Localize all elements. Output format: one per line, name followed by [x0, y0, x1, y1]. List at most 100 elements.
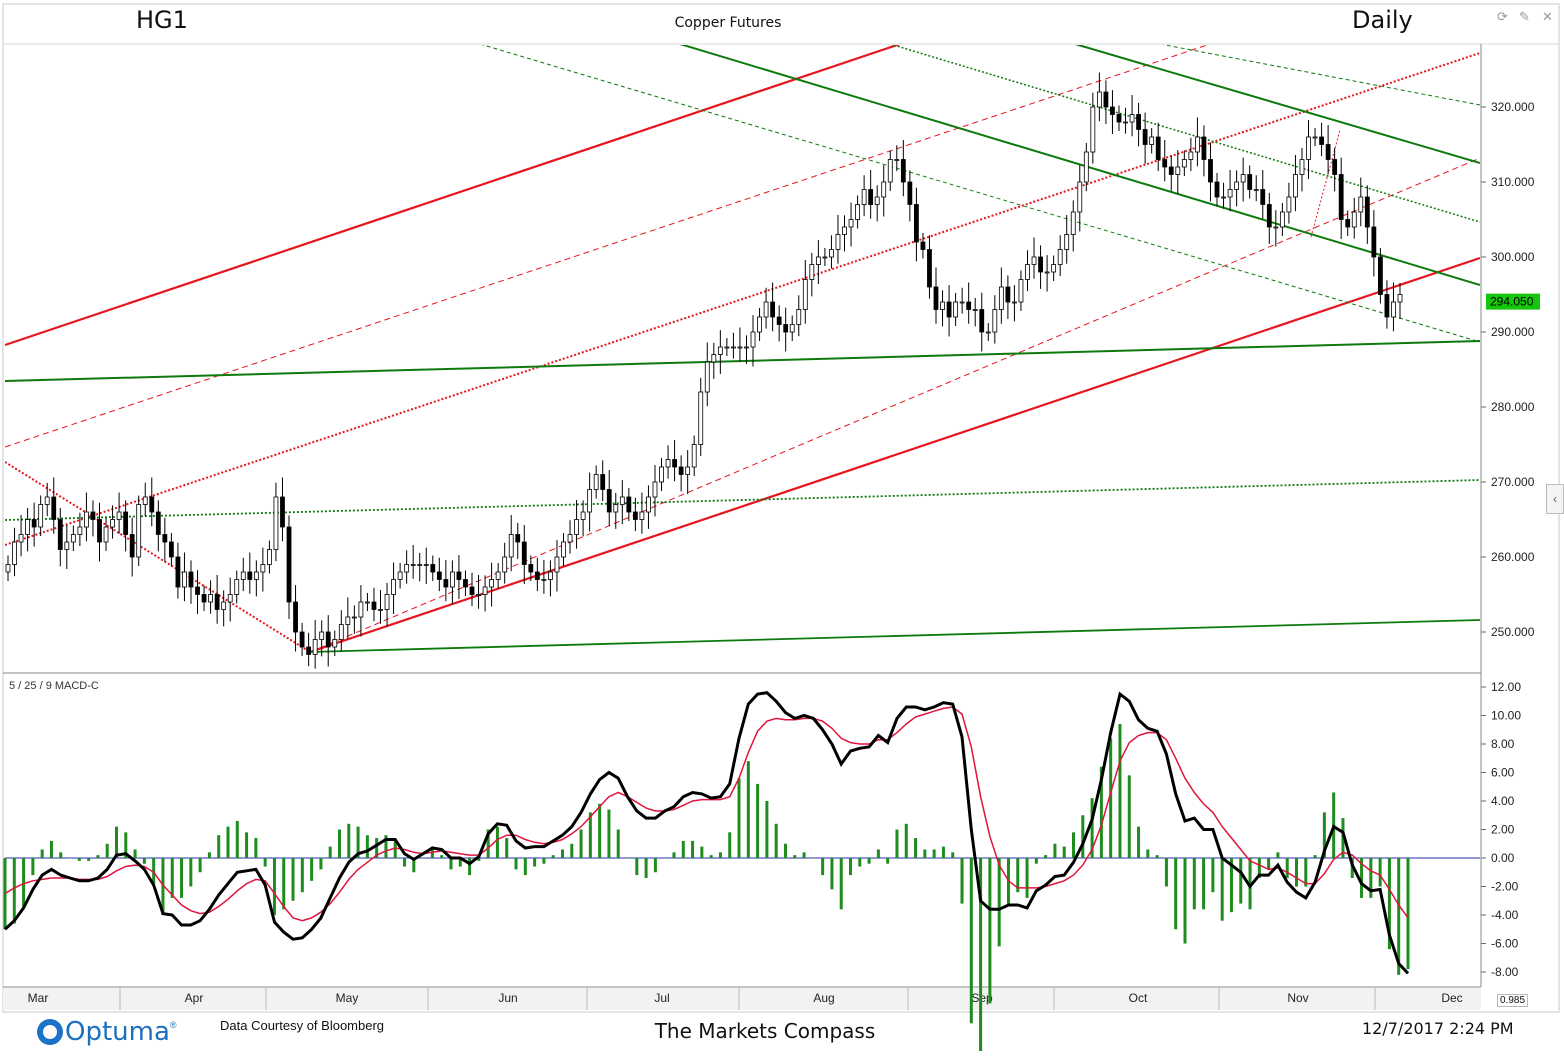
month-label: Sep [971, 991, 993, 1005]
candle [1325, 144, 1331, 160]
candle [123, 511, 129, 535]
candle [495, 571, 501, 580]
candle [998, 286, 1004, 310]
macd-histogram-bar [858, 858, 862, 867]
candle [1351, 211, 1357, 228]
candle [861, 189, 867, 205]
macd-histogram-bar [272, 858, 276, 915]
close-icon[interactable]: ✕ [1542, 9, 1553, 24]
macd-histogram-bar [718, 852, 722, 858]
macd-histogram-bar [923, 849, 927, 858]
macd-histogram-bar [142, 858, 146, 864]
month-label: Jul [654, 991, 669, 1005]
macd-tick-label: -4.00 [1491, 908, 1519, 922]
side-panel-toggle[interactable]: ‹ [1546, 484, 1564, 514]
macd-histogram-bar [449, 858, 453, 870]
candle [1227, 189, 1233, 198]
macd-histogram-bar [235, 820, 239, 858]
candle [881, 181, 887, 198]
macd-histogram-bar [876, 849, 880, 858]
zoom-value[interactable]: 0.985 [1497, 994, 1529, 1007]
macd-histogram-bar [1295, 858, 1299, 887]
macd-histogram-bar [932, 849, 936, 858]
macd-histogram-bar [87, 858, 91, 861]
price-tick-label: 280.000 [1491, 400, 1535, 414]
edit-icon[interactable]: ✎ [1519, 9, 1530, 24]
candle [155, 511, 161, 535]
macd-histogram-bar [1192, 858, 1196, 910]
candle [528, 564, 534, 573]
macd-histogram-bar [1248, 858, 1252, 910]
macd-tick-label: 6.00 [1491, 766, 1515, 780]
macd-histogram-bar [951, 852, 955, 858]
macd-histogram-bar [653, 858, 657, 873]
trendline [5, 45, 901, 347]
candle [1384, 294, 1390, 318]
macd-histogram-bar [105, 843, 109, 858]
macd-histogram-bar [477, 858, 481, 861]
candle [240, 571, 246, 580]
candle [920, 241, 926, 250]
macd-histogram-bar [746, 761, 750, 858]
trendline [309, 256, 1480, 654]
candle [979, 309, 985, 333]
price-tick-label: 270.000 [1491, 475, 1535, 489]
candle [639, 511, 645, 520]
macd-histogram-bar [282, 858, 286, 910]
macd-histogram-bar [533, 858, 537, 867]
macd-histogram-bar [1090, 798, 1094, 858]
macd-histogram-bar [783, 843, 787, 858]
macd-signal-line [4, 706, 1409, 922]
candle [391, 579, 396, 595]
candle [1240, 174, 1246, 183]
candle [1018, 279, 1024, 303]
macd-histogram-bar [811, 858, 815, 859]
last-price-tag [1486, 293, 1540, 310]
macd-histogram-bar [440, 855, 444, 858]
macd-tick-label: 12.00 [1491, 680, 1521, 694]
macd-histogram-bar [560, 849, 564, 858]
macd-histogram-bar [802, 852, 806, 858]
candle [365, 601, 370, 604]
candle [77, 526, 83, 535]
candle [116, 511, 122, 520]
candle [136, 504, 142, 558]
macd-histogram-bar [979, 858, 983, 1056]
macd-histogram-bar [189, 858, 193, 887]
macd-histogram-bar [365, 835, 369, 858]
candle [848, 219, 854, 228]
candle [1155, 136, 1161, 160]
macd-histogram-bar [1127, 775, 1131, 858]
candle [515, 534, 521, 543]
candle [757, 316, 762, 333]
candle [1364, 196, 1370, 228]
candle [469, 586, 475, 595]
macd-tick-label: 10.00 [1491, 709, 1521, 723]
macd-histogram-bar [867, 858, 871, 864]
candle [456, 571, 462, 580]
month-label: May [336, 991, 359, 1005]
candle [38, 504, 44, 528]
candle [358, 601, 364, 618]
price-plot [5, 45, 1480, 669]
candle [273, 496, 279, 550]
macd-histogram-bar [1378, 858, 1382, 887]
macd-histogram-bar [1081, 815, 1085, 858]
macd-histogram-bar [263, 858, 267, 867]
candle [580, 511, 586, 520]
macd-histogram-bar [1034, 858, 1038, 864]
candle [953, 301, 959, 318]
candle [1397, 294, 1403, 303]
candle [822, 256, 828, 259]
macd-histogram-bar [384, 835, 388, 858]
candle [900, 159, 906, 183]
candle [1306, 136, 1311, 160]
candle [1319, 136, 1324, 145]
candle [1312, 136, 1318, 139]
candle [195, 586, 200, 595]
macd-histogram-bar [59, 852, 63, 858]
refresh-icon[interactable]: ⟳ [1497, 9, 1508, 24]
macd-histogram-bar [49, 840, 53, 858]
